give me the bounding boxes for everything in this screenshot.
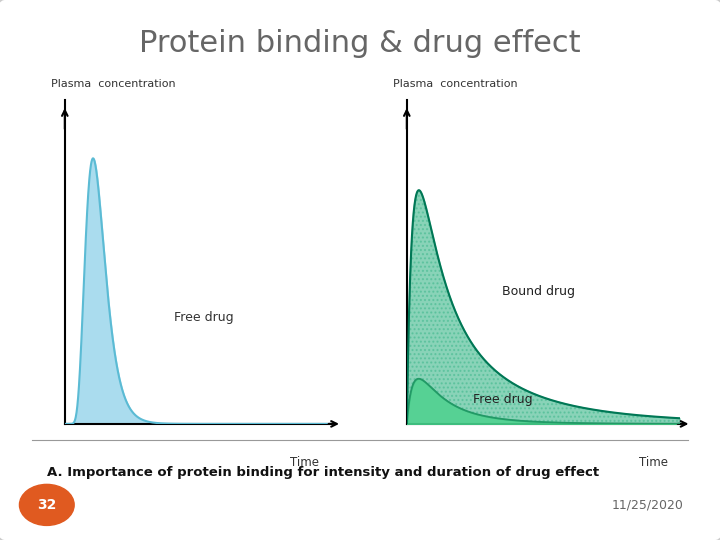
Text: Protein binding & drug effect: Protein binding & drug effect	[139, 29, 581, 58]
Circle shape	[19, 484, 74, 525]
Text: Time: Time	[290, 456, 319, 469]
Text: Free drug: Free drug	[174, 311, 233, 324]
Text: 32: 32	[37, 498, 56, 512]
Text: Free drug: Free drug	[473, 394, 532, 407]
Text: Plasma  concentration: Plasma concentration	[52, 79, 176, 89]
Text: 11/25/2020: 11/25/2020	[612, 498, 684, 511]
Text: Bound drug: Bound drug	[502, 285, 575, 298]
Text: A. Importance of protein binding for intensity and duration of drug effect: A. Importance of protein binding for int…	[47, 466, 599, 479]
Text: Time: Time	[639, 456, 667, 469]
Text: Plasma  concentration: Plasma concentration	[393, 79, 518, 89]
